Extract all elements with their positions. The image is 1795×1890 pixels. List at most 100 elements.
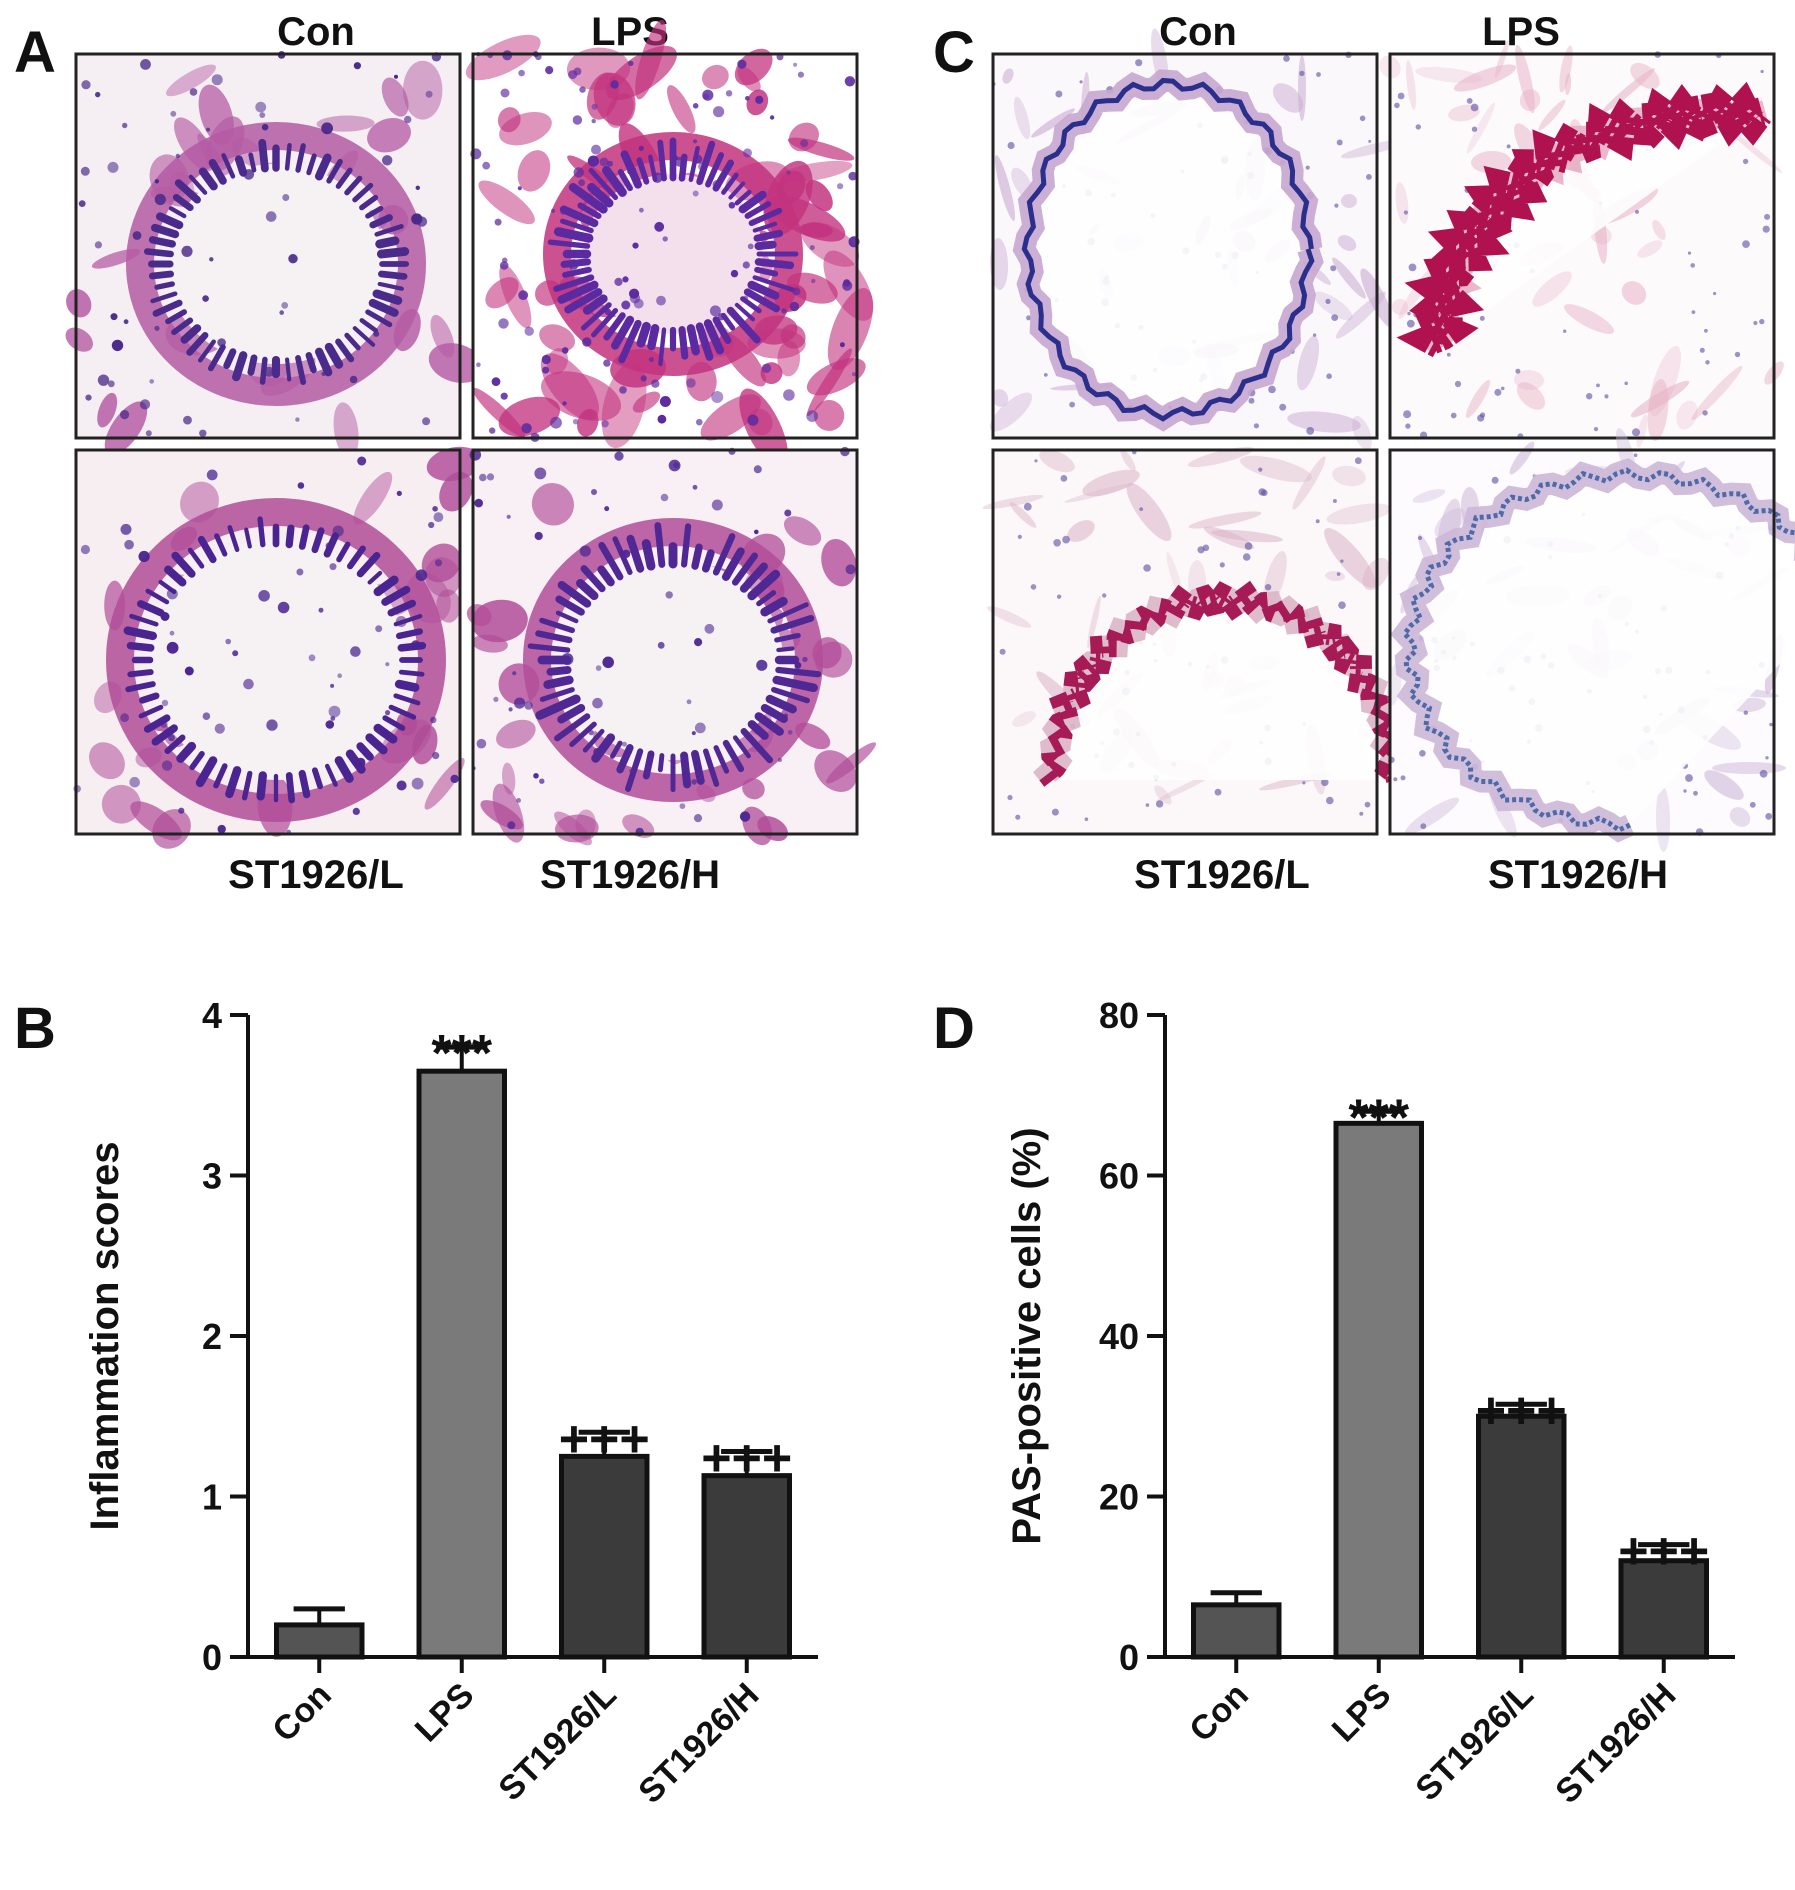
nucleus bbox=[660, 493, 669, 502]
connective-tissue bbox=[1292, 456, 1326, 510]
nucleus bbox=[332, 525, 344, 537]
nucleus bbox=[325, 542, 333, 550]
epithelial-nucleus bbox=[691, 749, 705, 785]
nucleus bbox=[295, 417, 300, 422]
nucleus bbox=[591, 103, 598, 110]
nucleus bbox=[430, 716, 437, 724]
connective-tissue bbox=[1405, 60, 1417, 110]
panel-a-bottom-label-st1926-h: ST1926/H bbox=[540, 853, 720, 897]
nucleus bbox=[756, 659, 768, 671]
connective-tissue bbox=[1332, 465, 1366, 487]
nucleus bbox=[713, 106, 725, 118]
nucleus bbox=[1155, 800, 1164, 808]
nucleus bbox=[258, 590, 270, 602]
nucleus bbox=[1407, 311, 1411, 316]
nucleus bbox=[1268, 385, 1276, 394]
micrograph-c-con bbox=[989, 28, 1406, 451]
nucleus bbox=[1687, 251, 1692, 255]
nucleus bbox=[175, 153, 180, 159]
nucleus bbox=[794, 661, 802, 669]
nucleus bbox=[1596, 383, 1600, 388]
epithelial-nucleus bbox=[186, 331, 209, 356]
connective-tissue bbox=[1203, 526, 1255, 550]
y-tick-label: 2 bbox=[202, 1316, 222, 1357]
tissue-blob bbox=[166, 64, 216, 97]
epithelial-nucleus bbox=[139, 692, 160, 704]
connective-tissue bbox=[994, 155, 1016, 221]
epithelial-nucleus bbox=[365, 309, 393, 328]
y-tick-label: 40 bbox=[1099, 1316, 1139, 1357]
connective-tissue bbox=[991, 389, 1009, 407]
y-tick-label: 0 bbox=[202, 1637, 222, 1678]
nucleus bbox=[1397, 92, 1405, 100]
tissue-blob bbox=[426, 446, 483, 482]
y-tick-label: 20 bbox=[1099, 1477, 1139, 1518]
epithelial-nucleus bbox=[554, 713, 591, 742]
epithelial-nucleus bbox=[747, 720, 769, 740]
tissue-blob bbox=[402, 60, 443, 120]
nucleus bbox=[202, 295, 209, 302]
epithelial-nucleus bbox=[225, 766, 242, 799]
epithelial-nucleus bbox=[129, 613, 159, 627]
micrograph-frame bbox=[74, 52, 462, 440]
epithelial-nucleus bbox=[197, 339, 216, 363]
nucleus bbox=[633, 298, 644, 309]
epithelial-nucleus bbox=[739, 562, 768, 593]
nucleus bbox=[1406, 319, 1415, 328]
nucleus bbox=[107, 161, 119, 173]
nucleus bbox=[781, 308, 787, 314]
epithelial-nucleus bbox=[356, 742, 374, 761]
nucleus bbox=[1753, 320, 1758, 326]
nucleus bbox=[425, 90, 433, 98]
epithelial-nucleus bbox=[603, 312, 626, 341]
nucleus bbox=[837, 183, 844, 190]
tissue-blob bbox=[783, 516, 822, 546]
nucleus bbox=[692, 139, 698, 144]
epithelial-nucleus bbox=[734, 189, 752, 206]
nucleus bbox=[793, 62, 798, 67]
epithelial-nucleus bbox=[155, 212, 184, 230]
nucleus bbox=[199, 429, 207, 437]
nucleus bbox=[385, 662, 390, 667]
epithelial-nucleus bbox=[378, 270, 408, 280]
nucleus bbox=[476, 362, 481, 368]
nucleus bbox=[394, 74, 398, 79]
epithelial-nucleus bbox=[740, 727, 774, 764]
nucleus bbox=[202, 712, 211, 720]
nucleus bbox=[433, 512, 444, 522]
epithelial-nucleus bbox=[555, 610, 579, 624]
significance-marker: +++ bbox=[559, 1410, 650, 1468]
tissue-blob bbox=[367, 118, 411, 153]
nucleus bbox=[1743, 710, 1748, 715]
epithelial-nucleus bbox=[770, 614, 815, 634]
tissue-blob bbox=[97, 392, 118, 428]
x-tick-label: LPS bbox=[1325, 1676, 1399, 1750]
connective-tissue bbox=[1601, 68, 1655, 114]
epithelial-nucleus bbox=[695, 322, 714, 361]
nucleus bbox=[1336, 572, 1341, 576]
nucleus bbox=[482, 161, 491, 170]
epithelial-nucleus bbox=[164, 734, 186, 755]
nucleus bbox=[1302, 781, 1306, 785]
epithelial-nucleus bbox=[347, 545, 366, 570]
nucleus bbox=[476, 738, 487, 749]
nucleus bbox=[783, 713, 789, 718]
nucleus bbox=[255, 101, 267, 113]
nucleus bbox=[206, 469, 218, 481]
nucleus bbox=[120, 523, 132, 535]
nucleus bbox=[524, 701, 533, 710]
nucleus bbox=[1315, 519, 1320, 524]
nucleus bbox=[712, 180, 722, 189]
epithelial-nucleus bbox=[636, 321, 651, 348]
epithelial-nucleus bbox=[728, 181, 746, 200]
nucleus bbox=[264, 366, 274, 377]
connective-tissue bbox=[1126, 482, 1172, 542]
nucleus bbox=[330, 716, 336, 721]
nucleus bbox=[259, 112, 266, 118]
nucleus bbox=[839, 342, 845, 348]
epithelial-nucleus bbox=[756, 590, 777, 607]
connective-tissue bbox=[1712, 762, 1786, 774]
epithelial-nucleus bbox=[377, 281, 404, 291]
nucleus bbox=[325, 720, 335, 729]
